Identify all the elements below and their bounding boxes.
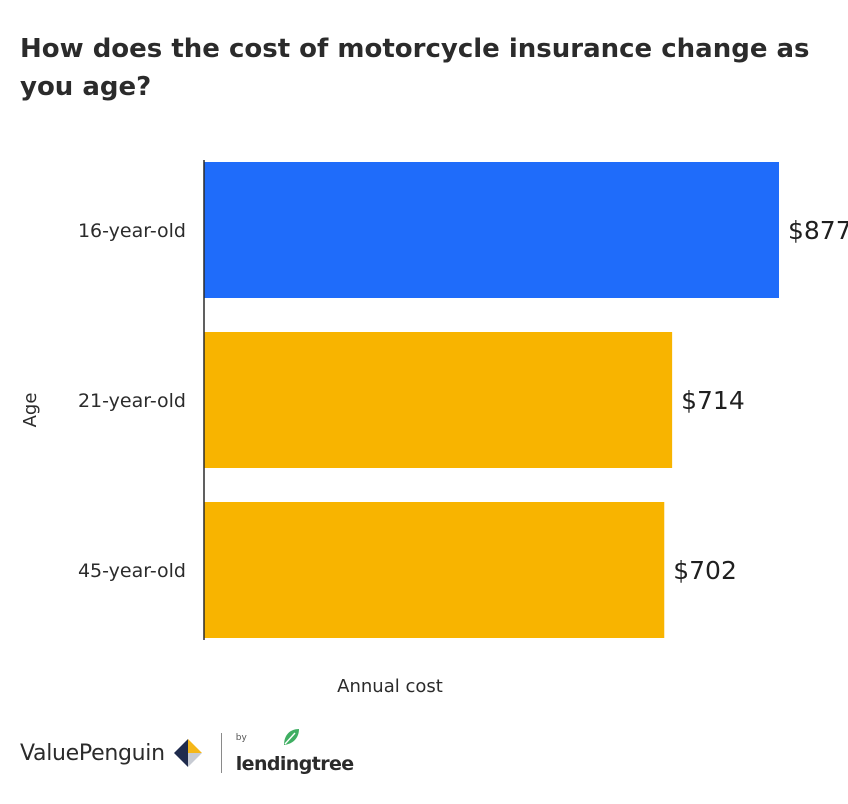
bar-45-year-old: [204, 502, 665, 638]
value-label: $702: [673, 556, 737, 585]
bar-chart: 16-year-old $877 21-year-old $714 45-year-ol…: [20, 160, 848, 697]
lendingtree-wordmark: lendingtree: [235, 753, 354, 775]
x-axis-title: Annual cost: [337, 676, 443, 697]
value-label: $877: [788, 216, 848, 245]
bar-16-year-old: [204, 162, 779, 298]
valuepenguin-wordmark: ValuePenguin: [20, 740, 165, 766]
category-label: 21-year-old: [78, 390, 186, 412]
value-label: $714: [681, 386, 745, 415]
lendingtree-logo: by lendingtree: [235, 729, 354, 775]
footer: ValuePenguin by lendingtree: [20, 728, 354, 778]
chart-title: How does the cost of motorcycle insuranc…: [20, 34, 810, 102]
leaf-icon: [283, 729, 299, 745]
y-axis-title: Age: [20, 393, 41, 428]
by-label: by: [235, 733, 247, 743]
category-label: 16-year-old: [78, 220, 186, 242]
bar-21-year-old: [204, 332, 673, 468]
valuepenguin-logo-icon: [173, 739, 202, 767]
category-label: 45-year-old: [78, 560, 186, 582]
footer-divider: [220, 733, 222, 773]
